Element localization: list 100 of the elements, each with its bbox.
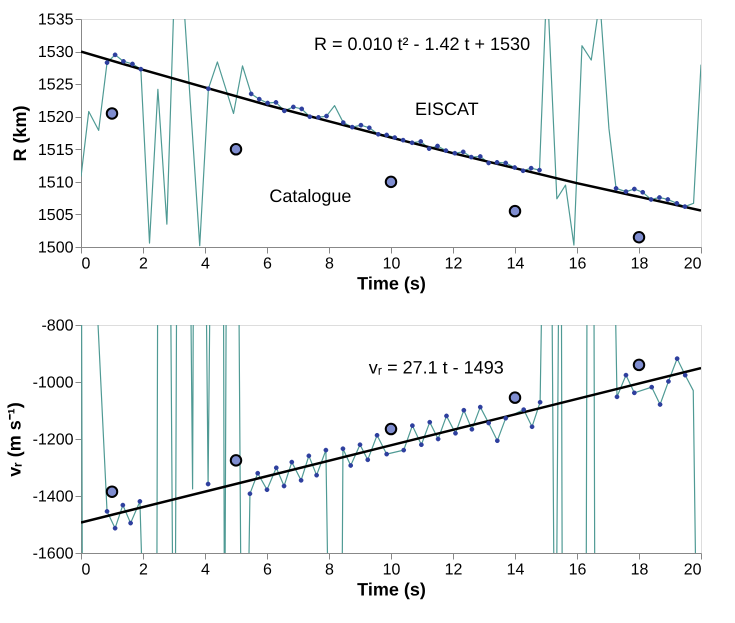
x-axis-title: Time (s)	[357, 580, 426, 600]
point	[104, 60, 110, 66]
line-series	[81, 50, 701, 212]
point	[350, 124, 355, 130]
point	[657, 195, 662, 200]
point	[138, 499, 142, 504]
y-tick-label: 1505	[38, 206, 74, 224]
point	[648, 197, 654, 202]
annotation: Catalogue	[269, 186, 352, 206]
y-tick-label: 1515	[38, 142, 74, 159]
point	[452, 150, 458, 156]
x-tick-label: 6	[263, 562, 272, 578]
point	[230, 454, 242, 467]
point	[230, 143, 242, 156]
point	[632, 186, 637, 192]
point	[426, 146, 432, 151]
point	[632, 358, 646, 372]
y-tick-label: 1535	[38, 12, 74, 28]
point	[503, 416, 508, 421]
point	[358, 122, 364, 128]
point	[384, 452, 390, 456]
point	[614, 394, 620, 400]
point	[256, 96, 262, 102]
point	[128, 520, 133, 526]
point	[112, 52, 118, 58]
point	[436, 436, 440, 442]
point	[682, 204, 688, 209]
point	[401, 448, 406, 452]
point	[384, 422, 398, 436]
point	[666, 379, 671, 384]
point	[274, 465, 279, 470]
point	[290, 104, 296, 110]
point	[348, 463, 354, 468]
x-tick-label: 2	[139, 562, 148, 578]
x-tick-label: 18	[630, 562, 648, 578]
point	[537, 168, 542, 172]
point	[658, 402, 662, 407]
point	[503, 160, 508, 166]
point	[530, 424, 534, 430]
point	[365, 457, 370, 462]
point	[299, 106, 304, 112]
x-tick-label: 20	[684, 256, 702, 272]
x-tick-label: 14	[506, 256, 524, 272]
point	[282, 484, 286, 488]
point	[468, 154, 474, 160]
point	[264, 487, 270, 492]
point	[508, 391, 522, 404]
point	[521, 407, 526, 412]
point	[306, 453, 312, 458]
y-tick-label: 1530	[38, 44, 74, 62]
point	[120, 502, 126, 508]
point	[316, 115, 321, 120]
point	[520, 168, 526, 174]
point	[614, 186, 618, 191]
point	[494, 160, 500, 165]
annotation: R = 0.010 t² - 1.42 t + 1530	[314, 34, 530, 54]
point	[340, 120, 346, 125]
point	[106, 485, 118, 498]
point	[435, 144, 440, 148]
x-tick-label: 16	[568, 256, 586, 272]
y-tick-label: -1200	[32, 432, 74, 448]
point	[478, 404, 483, 410]
point	[461, 408, 466, 413]
x-tick-label: 16	[568, 562, 586, 578]
point	[314, 472, 319, 478]
point	[640, 190, 646, 195]
point	[255, 470, 260, 476]
y-tick-label: 1500	[38, 240, 74, 256]
point	[410, 140, 414, 146]
point	[470, 426, 474, 432]
y-tick-label: 1520	[38, 109, 74, 126]
point	[206, 482, 210, 486]
point	[340, 446, 346, 452]
x-tick-label: 6	[263, 256, 272, 272]
x-tick-label: 20	[684, 562, 702, 578]
y-tick-label: -1400	[32, 488, 74, 506]
point	[624, 189, 628, 194]
point	[419, 442, 424, 448]
point	[206, 86, 211, 92]
point	[624, 372, 628, 378]
point	[106, 107, 118, 120]
point	[494, 438, 500, 444]
point	[418, 139, 424, 144]
point	[274, 100, 278, 105]
point	[632, 390, 637, 396]
point	[248, 491, 252, 496]
point	[138, 66, 144, 72]
point	[444, 414, 449, 418]
x-tick-label: 18	[630, 256, 648, 272]
point	[478, 154, 483, 159]
y-axis-title: vᵣ (m s⁻¹)	[4, 402, 25, 477]
x-tick-label: 12	[444, 256, 462, 272]
point	[374, 432, 380, 438]
x-tick-label: 0	[82, 562, 90, 578]
point	[265, 100, 270, 106]
point	[674, 200, 680, 206]
annotation: EISCAT	[414, 99, 479, 120]
point	[512, 165, 518, 170]
point	[392, 135, 398, 140]
point	[486, 420, 492, 426]
